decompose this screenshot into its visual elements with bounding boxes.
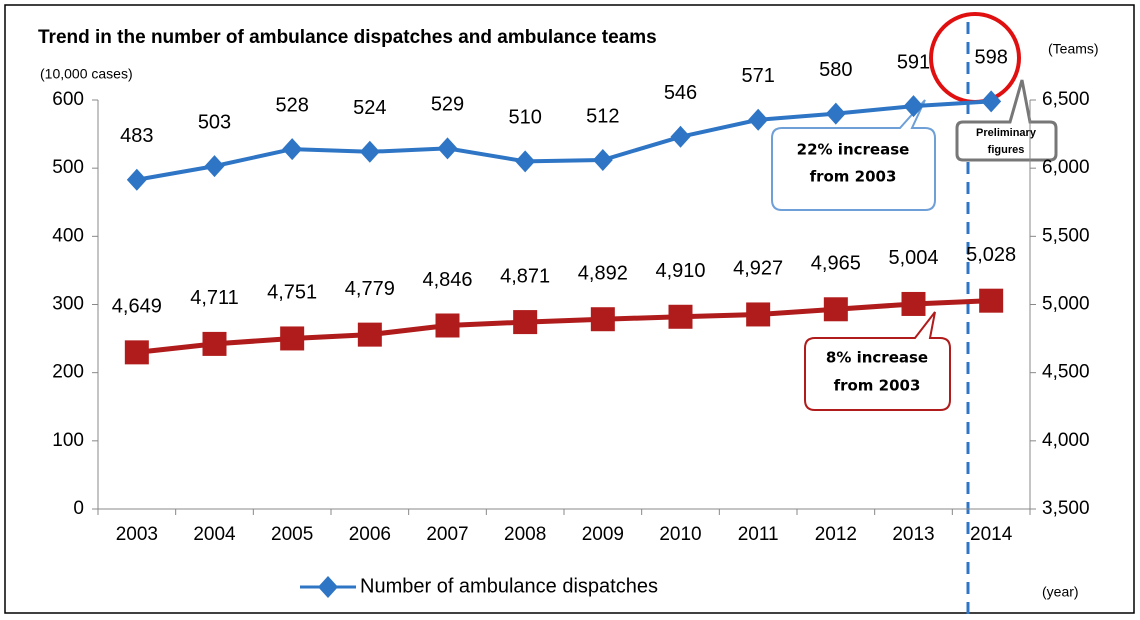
callout-shape [955, 79, 1058, 162]
y-tick-label: 300 [52, 294, 84, 315]
callout-shape [804, 311, 951, 411]
point [748, 108, 769, 131]
series-line [136, 298, 992, 355]
x-tick-label: 2006 [349, 524, 391, 545]
data-label: 571 [741, 65, 774, 87]
callout-text: figures [988, 144, 1025, 156]
data-label: 4,892 [578, 263, 628, 285]
point [357, 322, 382, 347]
y2-tick-label: 4,000 [1042, 430, 1090, 451]
point [515, 150, 536, 173]
point [668, 304, 693, 329]
point [590, 307, 615, 332]
y-tick-label: 100 [52, 430, 84, 451]
point [670, 125, 691, 148]
point [825, 102, 846, 125]
data-label: 529 [431, 94, 464, 116]
data-label: 598 [974, 47, 1007, 69]
x-tick-label: 2005 [271, 524, 313, 545]
point [513, 310, 538, 335]
point [746, 302, 771, 327]
x-tick-label: 2012 [815, 524, 857, 545]
point [359, 140, 380, 163]
series: 4,649 4,711 4,751 4,779 4,846 4,871 4,892 4,910… [112, 244, 1016, 365]
y-tick-label: 200 [52, 362, 84, 383]
x-tick-label: 2004 [193, 524, 236, 545]
point [280, 326, 305, 351]
y2-tick-label: 4,500 [1042, 362, 1090, 383]
data-label: 4,711 [190, 287, 239, 309]
x-tick-label: 2008 [504, 524, 546, 545]
point [979, 288, 1004, 313]
callout-text: 22% increase [797, 141, 910, 159]
data-label: 4,927 [733, 258, 783, 280]
y2-tick-label: 3,500 [1042, 498, 1090, 519]
y-tick-label: 400 [52, 225, 84, 246]
point [823, 297, 848, 322]
y2-tick-label: 6,500 [1042, 89, 1090, 110]
y2-tick-label: 5,500 [1042, 225, 1090, 246]
x-tick-label: 2011 [738, 524, 779, 545]
data-label: 591 [897, 51, 930, 73]
point [282, 138, 303, 161]
callout-preliminary: Preliminary figures [955, 79, 1058, 162]
data-label: 510 [508, 107, 541, 129]
data-label: 4,779 [345, 278, 395, 300]
data-label: 4,871 [500, 265, 550, 287]
point [592, 148, 613, 171]
data-label: 580 [819, 59, 852, 81]
y2-tick-label: 6,000 [1042, 157, 1090, 178]
data-label: 4,649 [112, 296, 162, 318]
data-label: 5,004 [888, 247, 938, 269]
x-tick-label: 2013 [892, 524, 934, 545]
x-tick-label: 2014 [970, 524, 1013, 545]
callout-text: from 2003 [810, 168, 897, 186]
point [124, 340, 149, 365]
frame [4, 4, 1135, 614]
data-label: 503 [198, 111, 231, 133]
data-label: 4,910 [655, 260, 705, 282]
callout-shape [771, 99, 936, 211]
y-tick-label: 0 [73, 498, 84, 519]
callout-text: Preliminary [976, 127, 1037, 139]
x-tick-label: 2007 [426, 524, 468, 545]
point [981, 90, 1002, 113]
callout-text: 8% increase [826, 349, 928, 367]
point [204, 155, 225, 178]
point [901, 291, 926, 316]
legend-marker [318, 576, 338, 598]
legend-label: Number of ambulance dispatches [360, 575, 658, 597]
data-label: 546 [664, 82, 697, 104]
data-label: 528 [275, 94, 308, 116]
series: 483 503 528 524 529 510 512 546 571 580 591 598 [120, 47, 1008, 191]
callout-text: from 2003 [834, 377, 921, 395]
x-tick-label: 2003 [116, 524, 158, 545]
point [903, 95, 924, 118]
x-axis-label: (year) [1042, 584, 1079, 600]
callout-dispatch: 22% increase from 2003 [771, 99, 936, 211]
y-axis-label: (10,000 cases) [40, 66, 133, 82]
point [202, 331, 227, 356]
x-tick-label: 2009 [582, 524, 624, 545]
point [437, 137, 458, 160]
y2-tick-label: 5,000 [1042, 294, 1090, 315]
data-label: 483 [120, 125, 153, 147]
chart-title: Trend in the number of ambulance dispatc… [38, 27, 657, 48]
data-label: 4,846 [422, 269, 472, 291]
point [126, 168, 147, 191]
y2-axis-label: (Teams) [1048, 41, 1099, 57]
y-tick-label: 600 [52, 89, 84, 110]
series-line [136, 99, 992, 182]
data-label: 524 [353, 97, 386, 119]
data-label: 5,028 [966, 244, 1016, 266]
callout-teams: 8% increase from 2003 [804, 311, 951, 411]
data-label: 4,751 [267, 282, 317, 304]
data-label: 4,965 [811, 253, 861, 275]
point [435, 313, 460, 338]
data-label: 512 [586, 105, 619, 127]
x-tick-label: 2010 [659, 524, 701, 545]
y-tick-label: 500 [52, 157, 84, 178]
